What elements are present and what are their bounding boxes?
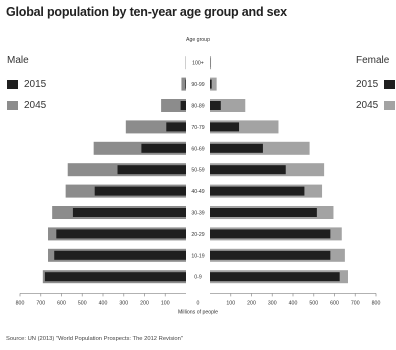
age-group-label: 90-99: [191, 82, 204, 88]
bar-male-2015-40-49: [94, 186, 186, 196]
bar-female-2015-90-99: [210, 79, 212, 89]
bar-female-2015-50-59: [210, 165, 286, 175]
x-tick-label: 600: [57, 300, 66, 306]
age-group-label: 70-79: [191, 125, 204, 131]
bar-male-2015-0-9: [44, 272, 187, 282]
bar-male-2015-90-99: [185, 79, 186, 89]
age-group-label: 0-9: [194, 275, 202, 281]
legend-swatch-light: [7, 101, 18, 110]
x-tick-label: 600: [330, 300, 339, 306]
bar-female-2015-60-69: [210, 143, 263, 153]
legend-swatch-dark: [7, 80, 18, 89]
bar-male-2015-70-79: [166, 122, 186, 132]
bar-female-2015-80-89: [210, 101, 221, 110]
chart-title: Global population by ten-year age group …: [6, 5, 287, 19]
legend-label: 2015: [24, 79, 47, 90]
x-tick-label: 200: [140, 300, 149, 306]
x-tick-label: 100: [161, 300, 170, 306]
legend-female-2015: 2015: [356, 79, 396, 90]
legend-male-2015: 2015: [7, 79, 46, 90]
age-group-label: 50-59: [191, 168, 204, 174]
bar-male-2015-20-29: [56, 229, 186, 239]
x-tick-label: 400: [289, 300, 298, 306]
age-group-label: 80-89: [191, 104, 204, 110]
legend-male-2045: 2045: [7, 100, 46, 111]
legend-female-heading: Female: [356, 55, 390, 66]
bar-male-2045-90-99: [181, 77, 186, 91]
x-tick-label: 700: [36, 300, 45, 306]
legend-male-heading: Male: [7, 55, 29, 66]
x-tick-label: 500: [78, 300, 87, 306]
source-note: Source: UN (2013) "World Population Pros…: [6, 336, 183, 342]
x-tick-label: 300: [268, 300, 277, 306]
bar-female-2015-0-9: [210, 272, 340, 282]
legend-label: 2045: [356, 100, 379, 111]
bar-female-2015-70-79: [210, 122, 240, 132]
x-tick-label: 100: [226, 300, 235, 306]
age-group-label: 60-69: [191, 146, 204, 152]
x-tick-label: 800: [372, 300, 381, 306]
bar-male-2015-30-39: [72, 208, 186, 217]
bar-female-2015-10-19: [210, 250, 331, 260]
legend-label: 2045: [24, 100, 47, 111]
bar-female-2045-100+: [210, 56, 212, 70]
center-axis-header: Age group: [186, 37, 210, 43]
bar-male-2015-80-89: [180, 101, 186, 110]
age-group-label: 30-39: [191, 211, 204, 217]
bar-male-2015-10-19: [54, 250, 186, 260]
legend-swatch-light: [384, 101, 396, 110]
x-tick-label: 700: [351, 300, 360, 306]
x-axis-title: Millions of people: [178, 309, 218, 315]
bar-male-2015-60-69: [141, 143, 186, 153]
age-group-label: 100+: [192, 61, 204, 67]
bar-male-2015-50-59: [117, 165, 186, 175]
bar-male-2045-80-89: [161, 99, 186, 112]
bar-female-2015-30-39: [210, 208, 317, 217]
bar-female-2015-20-29: [210, 229, 331, 239]
x-tick-label: 800: [16, 300, 25, 306]
age-group-label: 20-29: [191, 232, 204, 238]
x-tick-label: 300: [119, 300, 128, 306]
bar-female-2045-90-99: [210, 77, 217, 91]
x-tick-label: 500: [309, 300, 318, 306]
age-group-label: 10-19: [191, 253, 204, 259]
x-tick-label: 0: [197, 300, 200, 306]
x-tick-label: 400: [99, 300, 108, 306]
x-tick-label: 200: [247, 300, 256, 306]
age-group-label: 40-49: [191, 189, 204, 195]
legend-female-2045: 2045: [356, 100, 396, 111]
bar-female-2015-40-49: [210, 186, 305, 196]
legend-label: 2015: [356, 79, 379, 90]
legend-swatch-dark: [384, 80, 396, 89]
